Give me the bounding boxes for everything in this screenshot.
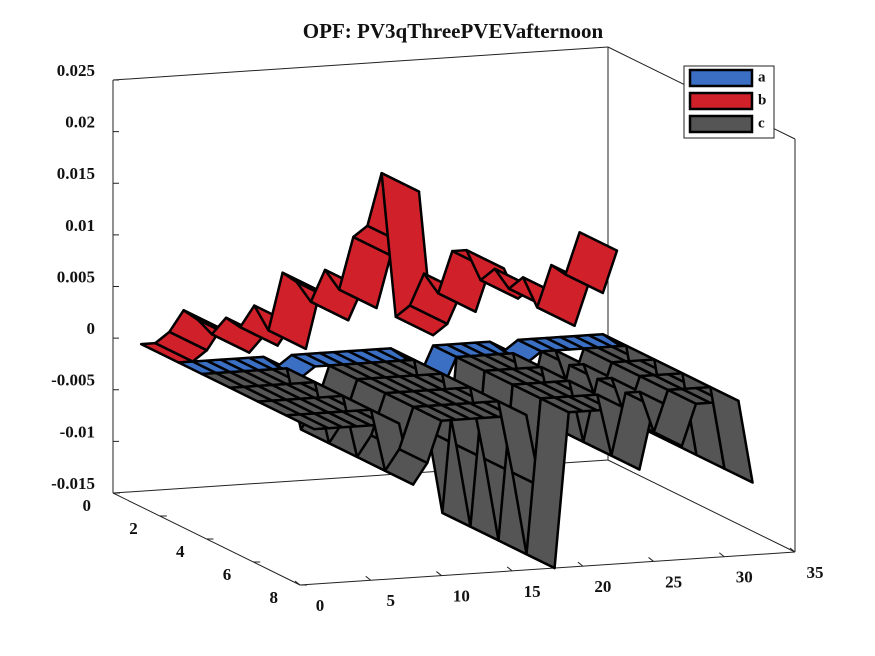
axis-line <box>112 46 609 81</box>
surface-patch <box>709 385 754 484</box>
z-tick-label: 0.02 <box>65 113 95 132</box>
z-tick-label: 0.025 <box>57 61 95 80</box>
y-tick-label: 8 <box>270 588 279 607</box>
surface-patch <box>564 231 619 295</box>
x-tick <box>577 561 584 567</box>
x-tick-label: 35 <box>807 563 824 582</box>
x-tick <box>436 571 442 576</box>
x-tick <box>365 575 372 581</box>
legend-swatch <box>688 114 754 134</box>
x-tick-label: 30 <box>736 568 753 587</box>
z-tick-label: -0.015 <box>51 474 95 493</box>
x-tick <box>506 566 513 572</box>
legend-label: c <box>758 115 765 131</box>
x-tick <box>648 557 654 562</box>
z-tick-label: -0.01 <box>60 422 95 441</box>
z-tick-label: 0.01 <box>65 216 95 235</box>
y-tick-label: 4 <box>176 542 185 561</box>
ticks: -0.015 -0.01 -0.005 0 0.005 0.01 0.015 0.02 0.02… <box>51 61 823 615</box>
x-tick-label: 5 <box>386 591 395 610</box>
y-tick-label: 2 <box>129 519 138 538</box>
z-tick-label: 0 <box>87 319 96 338</box>
legend-label: b <box>758 92 766 108</box>
x-tick-label: 20 <box>594 577 611 596</box>
axis-line <box>607 459 796 553</box>
axis-line <box>299 551 796 586</box>
legend: abc <box>683 65 775 139</box>
legend-swatch <box>688 91 754 111</box>
y-tick-label: 6 <box>223 565 232 584</box>
x-tick <box>294 580 301 586</box>
x-tick-label: 10 <box>453 586 470 605</box>
surface <box>139 171 754 570</box>
x-tick-label: 0 <box>316 596 325 615</box>
legend-label: a <box>758 69 766 85</box>
x-tick <box>789 547 796 553</box>
x-tick-label: 15 <box>524 582 541 601</box>
x-tick <box>718 552 725 558</box>
x-tick-label: 25 <box>665 572 682 591</box>
chart-title: OPF: PV3qThreePVEVafternoon <box>303 19 604 43</box>
z-tick-label: 0.005 <box>57 267 95 286</box>
y-tick-label: 0 <box>83 496 92 515</box>
z-tick-label: 0.015 <box>57 164 95 183</box>
legend-swatch <box>688 68 754 88</box>
z-tick-label: -0.005 <box>51 371 95 390</box>
